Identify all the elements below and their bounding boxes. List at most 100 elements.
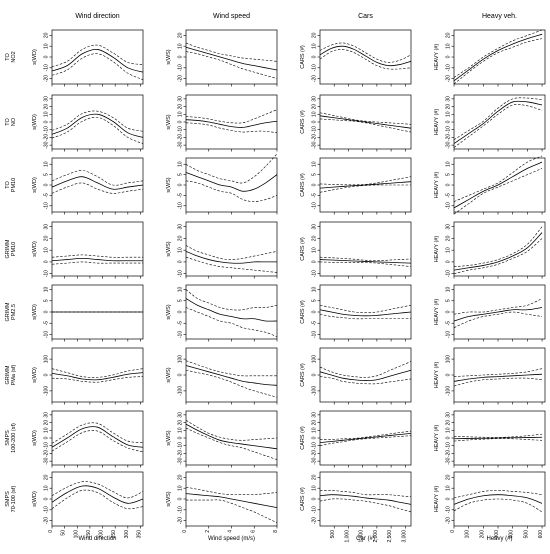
y-tick-label-0-3: 0 — [446, 55, 452, 58]
ci-upper-4-2 — [319, 304, 412, 313]
x-tick-label-1: 8 — [273, 530, 279, 533]
panel-frame-0-1 — [185, 29, 278, 85]
column-title-wd: Wind direction — [75, 13, 119, 20]
y-axis-label-7-1: s(WS) — [166, 491, 172, 506]
ci-upper-7-0 — [51, 481, 144, 499]
y-tick-label-7-0: -20 — [44, 517, 50, 524]
y-tick-label-7-3: 0 — [446, 497, 452, 500]
smooth-fit-3-1 — [185, 250, 277, 264]
y-tick-label-2-2: -10 — [312, 202, 318, 209]
ci-lower-1-2 — [319, 118, 412, 133]
ci-lower-2-0 — [51, 182, 144, 194]
y-tick-label-2-0: 0 — [44, 183, 50, 186]
y-tick-label-6-1: -10 — [178, 442, 184, 449]
ci-lower-0-2 — [319, 49, 412, 70]
y-axis-label-5-3: HEAVY (#) — [434, 362, 440, 389]
y-tick-label-6-2: 30 — [312, 412, 318, 418]
ci-upper-2-0 — [51, 170, 144, 186]
y-tick-label-1-2: 30 — [312, 96, 318, 102]
smooth-fit-2-3 — [453, 161, 543, 209]
x-tick-label-3: 0 — [450, 530, 456, 533]
ci-upper-6-0 — [51, 422, 144, 444]
y-axis-label-1-0: s(WD) — [32, 114, 38, 130]
panel-frame-0-0 — [51, 29, 144, 85]
y-axis-label-2-0: s(WD) — [32, 177, 38, 193]
y-tick-label-4-1: -10 — [178, 331, 184, 338]
y-tick-label-3-3: 20 — [446, 235, 452, 241]
y-tick-label-1-1: -30 — [178, 141, 184, 148]
y-tick-label-3-0: 10 — [44, 247, 50, 253]
smooth-fit-7-1 — [185, 493, 278, 509]
x-axis-title-cars: Car (#) — [356, 536, 375, 542]
y-tick-label-2-2: 5 — [312, 173, 318, 176]
y-tick-label-2-3: 0 — [446, 183, 452, 186]
y-axis-label-3-2: CARS (#) — [300, 237, 306, 261]
y-tick-label-2-2: 10 — [312, 161, 318, 167]
y-tick-label-6-3: 10 — [446, 427, 452, 433]
y-tick-label-5-2: -100 — [312, 386, 318, 396]
ci-lower-0-1 — [185, 51, 278, 79]
x-tick-label-2: 3,000 — [401, 530, 407, 543]
y-tick-label-5-0: 0 — [44, 373, 50, 376]
ci-upper-5-2 — [319, 361, 412, 378]
panel-frame-4-2 — [319, 284, 412, 340]
ci-upper-4-3 — [453, 298, 543, 315]
y-tick-label-7-1: -20 — [178, 517, 184, 524]
smooth-fit-0-1 — [185, 46, 278, 71]
y-tick-label-1-3: -30 — [446, 141, 452, 148]
y-tick-label-6-2: -20 — [312, 450, 318, 457]
smooth-fit-3-0 — [51, 257, 143, 262]
panel-frame-3-2 — [319, 221, 412, 277]
y-tick-label-5-2: 100 — [312, 355, 318, 364]
y-tick-label-0-1: 20 — [178, 32, 184, 38]
ci-lower-0-3 — [453, 38, 543, 85]
y-tick-label-2-1: 0 — [178, 183, 184, 186]
y-tick-label-6-3: 20 — [446, 420, 452, 426]
ci-lower-3-1 — [185, 256, 278, 273]
y-tick-label-3-2: 30 — [312, 224, 318, 230]
panel-frame-3-0 — [51, 221, 144, 277]
ci-lower-2-2 — [319, 184, 411, 193]
ci-upper-5-1 — [185, 360, 277, 377]
ci-upper-3-3 — [453, 226, 543, 267]
y-tick-label-5-0: 100 — [44, 355, 50, 364]
x-tick-label-1: 2 — [205, 530, 211, 533]
y-tick-label-4-0: -10 — [44, 331, 50, 338]
y-tick-label-3-0: 0 — [44, 260, 50, 263]
y-axis-label-3-3: HEAVY (#) — [434, 236, 440, 263]
y-tick-label-6-0: 30 — [44, 412, 50, 418]
smooth-fit-7-3 — [453, 494, 543, 505]
y-tick-label-5-3: -100 — [446, 386, 452, 396]
ci-upper-2-1 — [185, 153, 278, 184]
smooth-fit-4-1 — [185, 298, 278, 322]
y-tick-label-2-1: -10 — [178, 202, 184, 209]
ci-lower-1-1 — [185, 122, 278, 134]
y-tick-label-0-0: -20 — [44, 75, 50, 82]
y-tick-label-2-0: -5 — [44, 193, 50, 198]
y-tick-label-2-1: -5 — [178, 193, 184, 198]
ci-upper-2-3 — [453, 155, 543, 202]
y-tick-label-0-2: 20 — [312, 32, 318, 38]
y-tick-label-6-3: -30 — [446, 457, 452, 464]
x-tick-label-2: 500 — [330, 530, 336, 539]
y-tick-label-7-1: 10 — [178, 485, 184, 491]
x-tick-label-0: 250 — [111, 530, 117, 539]
smooth-fit-4-2 — [319, 309, 412, 317]
panel-frame-6-1 — [185, 410, 278, 466]
y-tick-label-0-3: -20 — [446, 75, 452, 82]
x-tick-label-0: 100 — [73, 530, 79, 539]
y-tick-label-2-3: 10 — [446, 161, 452, 167]
y-tick-label-6-1: -30 — [178, 457, 184, 464]
y-tick-label-1-2: -30 — [312, 141, 318, 148]
ci-lower-7-3 — [453, 498, 543, 513]
ci-upper-0-3 — [453, 29, 543, 78]
y-tick-label-7-2: -10 — [312, 506, 318, 513]
smooth-fit-5-2 — [319, 369, 412, 381]
x-tick-label-0: 200 — [99, 530, 105, 539]
y-tick-label-4-0: 0 — [44, 310, 50, 313]
ci-upper-6-2 — [319, 430, 412, 440]
ci-upper-6-1 — [185, 420, 278, 441]
smooth-fit-6-3 — [453, 436, 543, 440]
y-tick-label-1-3: 30 — [446, 96, 452, 102]
y-tick-label-5-0: -100 — [44, 386, 50, 396]
